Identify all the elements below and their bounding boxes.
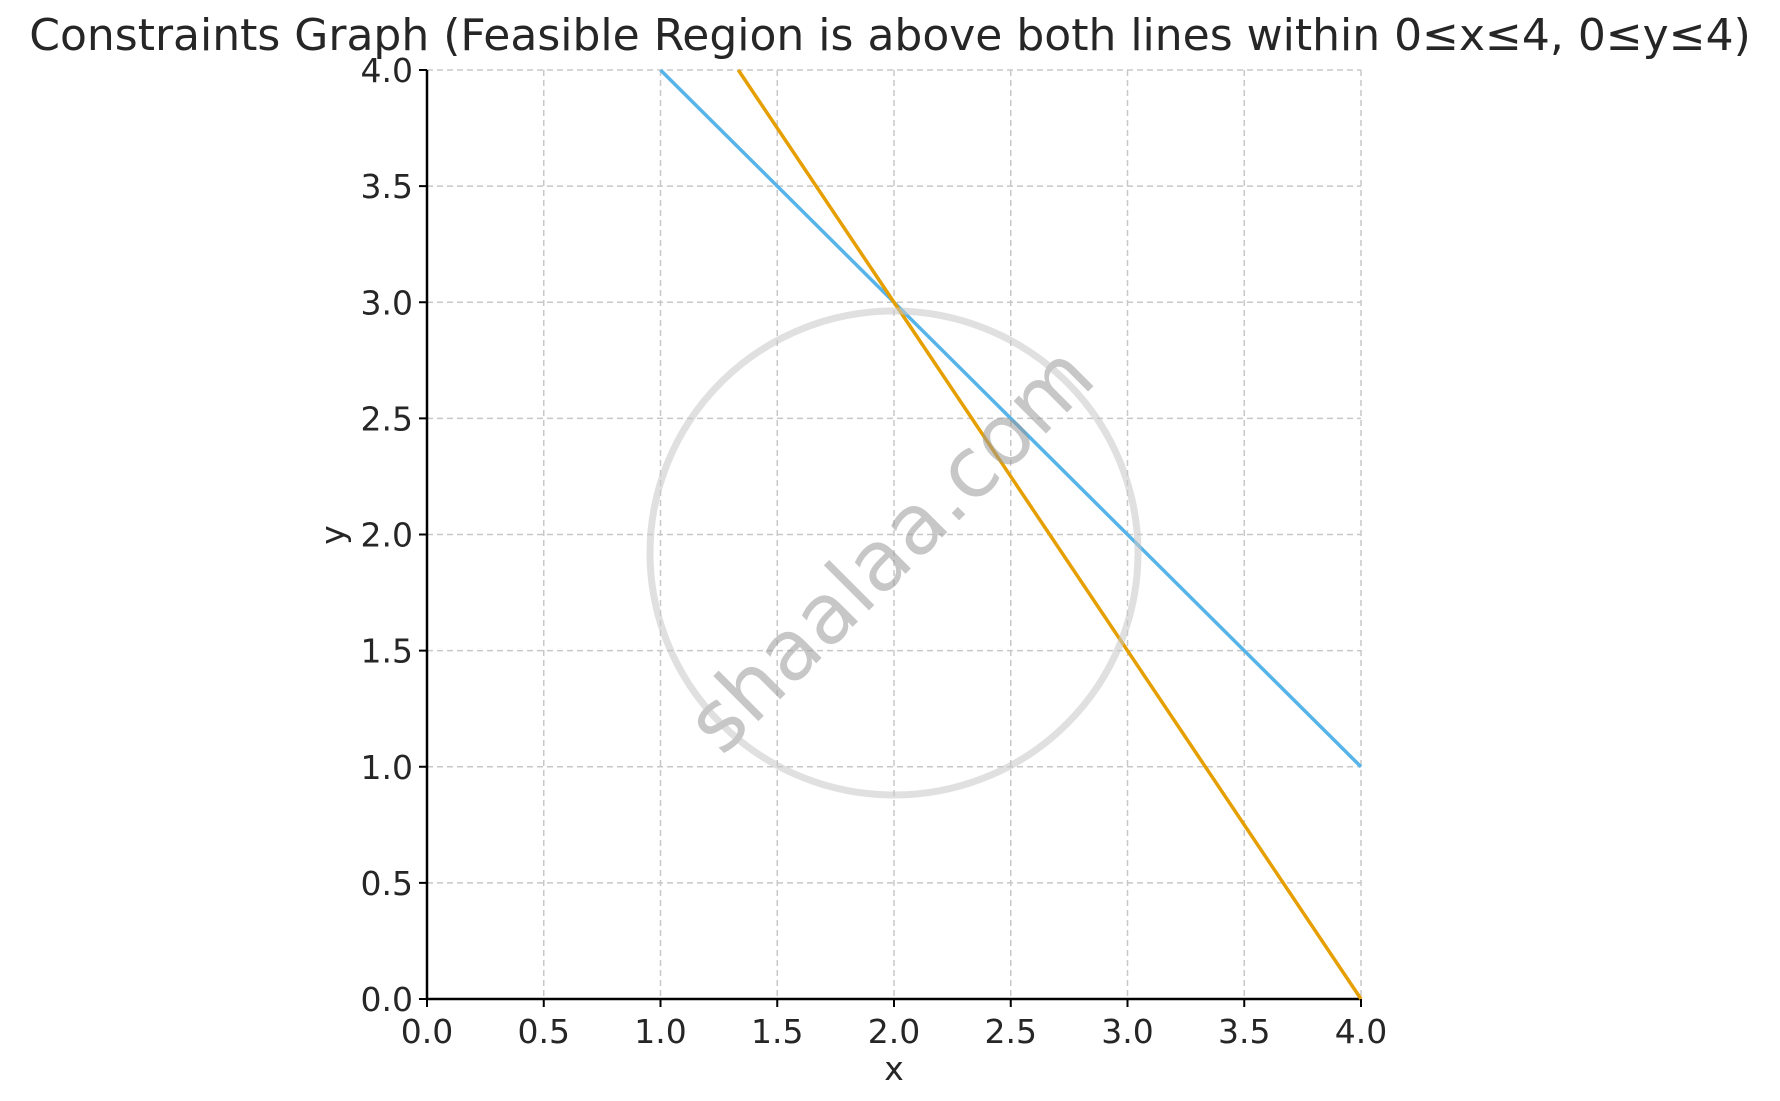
y-tick-label: 1.0	[361, 748, 413, 787]
x-tick-label: 1.0	[634, 1012, 686, 1051]
series-line-2	[736, 69, 1363, 1000]
y-tick-label: 2.0	[361, 516, 413, 555]
series-line-1	[659, 68, 1363, 769]
y-tick-label: 2.5	[361, 399, 413, 438]
y-tick-label: 1.5	[361, 632, 413, 671]
y-tick-label: 3.0	[361, 283, 413, 322]
y-axis-label: y	[313, 525, 352, 545]
x-tick-label: 1.5	[751, 1012, 803, 1051]
x-tick-label: 2.5	[985, 1012, 1037, 1051]
watermark-circle	[646, 307, 1142, 799]
x-axis-label: x	[884, 1049, 904, 1088]
y-tick-label: 3.5	[361, 167, 413, 206]
series-lines	[659, 68, 1363, 1000]
x-tick-label: 2.0	[868, 1012, 920, 1051]
x-tick-label: 3.5	[1218, 1012, 1270, 1051]
y-tick-labels: 0.0 0.5 1.0 1.5 2.0 2.5 3.0 3.5 4.0	[361, 51, 427, 1019]
x-tick-label: 4.0	[1335, 1012, 1387, 1051]
y-tick-label: 0.5	[361, 864, 413, 903]
watermark-text: shaalaa.com	[667, 326, 1113, 772]
chart-title: Constraints Graph (Feasible Region is ab…	[29, 10, 1751, 61]
y-tick-label: 4.0	[361, 51, 413, 90]
y-tick-label: 0.0	[361, 980, 413, 1019]
x-tick-label: 3.0	[1101, 1012, 1153, 1051]
x-tick-label: 0.0	[401, 1012, 453, 1051]
grid-lines	[426, 69, 1362, 1000]
x-tick-labels: 0.0 0.5 1.0 1.5 2.0 2.5 3.0 3.5 4.0	[401, 999, 1387, 1051]
x-tick-label: 0.5	[518, 1012, 570, 1051]
